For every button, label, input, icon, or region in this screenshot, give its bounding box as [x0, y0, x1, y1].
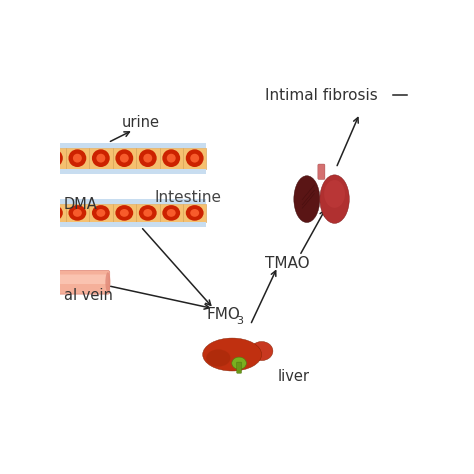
Text: Intestine: Intestine — [155, 190, 222, 205]
Ellipse shape — [162, 149, 180, 167]
Ellipse shape — [139, 149, 157, 167]
Bar — [42, 169, 206, 173]
Ellipse shape — [294, 176, 320, 222]
Text: FMO: FMO — [206, 307, 240, 322]
Ellipse shape — [139, 205, 157, 221]
Bar — [183, 147, 207, 169]
Bar — [42, 222, 206, 227]
Ellipse shape — [186, 149, 204, 167]
Ellipse shape — [324, 180, 345, 208]
Ellipse shape — [68, 149, 86, 167]
Ellipse shape — [190, 154, 199, 163]
FancyBboxPatch shape — [318, 164, 325, 180]
Ellipse shape — [49, 209, 58, 217]
Bar — [159, 147, 183, 169]
Ellipse shape — [45, 205, 63, 221]
Bar — [136, 147, 159, 169]
Bar — [89, 147, 113, 169]
Text: Intimal fibrosis: Intimal fibrosis — [265, 88, 378, 103]
Bar — [159, 204, 183, 222]
Ellipse shape — [250, 342, 273, 361]
Text: al vein: al vein — [64, 289, 113, 303]
Ellipse shape — [186, 205, 204, 221]
Bar — [42, 204, 65, 222]
Ellipse shape — [320, 175, 349, 223]
Ellipse shape — [162, 205, 180, 221]
Ellipse shape — [143, 209, 152, 217]
Bar — [89, 204, 113, 222]
Bar — [183, 204, 207, 222]
Ellipse shape — [96, 209, 105, 217]
Bar — [42, 147, 65, 169]
Ellipse shape — [206, 349, 230, 367]
Ellipse shape — [120, 209, 129, 217]
Ellipse shape — [115, 205, 133, 221]
Bar — [136, 204, 159, 222]
Bar — [42, 199, 206, 204]
Text: TMAO: TMAO — [265, 255, 310, 271]
Ellipse shape — [190, 209, 199, 217]
Ellipse shape — [92, 205, 110, 221]
Bar — [42, 143, 206, 147]
Ellipse shape — [92, 149, 110, 167]
Ellipse shape — [45, 149, 63, 167]
Ellipse shape — [73, 154, 82, 163]
Ellipse shape — [73, 209, 82, 217]
Bar — [113, 147, 136, 169]
FancyBboxPatch shape — [42, 274, 108, 284]
Ellipse shape — [232, 357, 246, 369]
Ellipse shape — [49, 154, 58, 163]
Ellipse shape — [143, 154, 152, 163]
FancyBboxPatch shape — [40, 270, 109, 294]
FancyBboxPatch shape — [237, 362, 242, 374]
Ellipse shape — [115, 149, 133, 167]
Ellipse shape — [120, 154, 129, 163]
Bar — [65, 147, 89, 169]
Text: DMA: DMA — [64, 197, 98, 212]
Bar — [65, 204, 89, 222]
Text: 3: 3 — [237, 316, 243, 326]
Text: liver: liver — [278, 369, 310, 384]
Text: urine: urine — [122, 115, 160, 130]
Bar — [113, 204, 136, 222]
Ellipse shape — [167, 209, 176, 217]
Ellipse shape — [167, 154, 176, 163]
Ellipse shape — [105, 272, 110, 292]
Ellipse shape — [96, 154, 105, 163]
Ellipse shape — [203, 338, 262, 371]
Ellipse shape — [68, 205, 86, 221]
